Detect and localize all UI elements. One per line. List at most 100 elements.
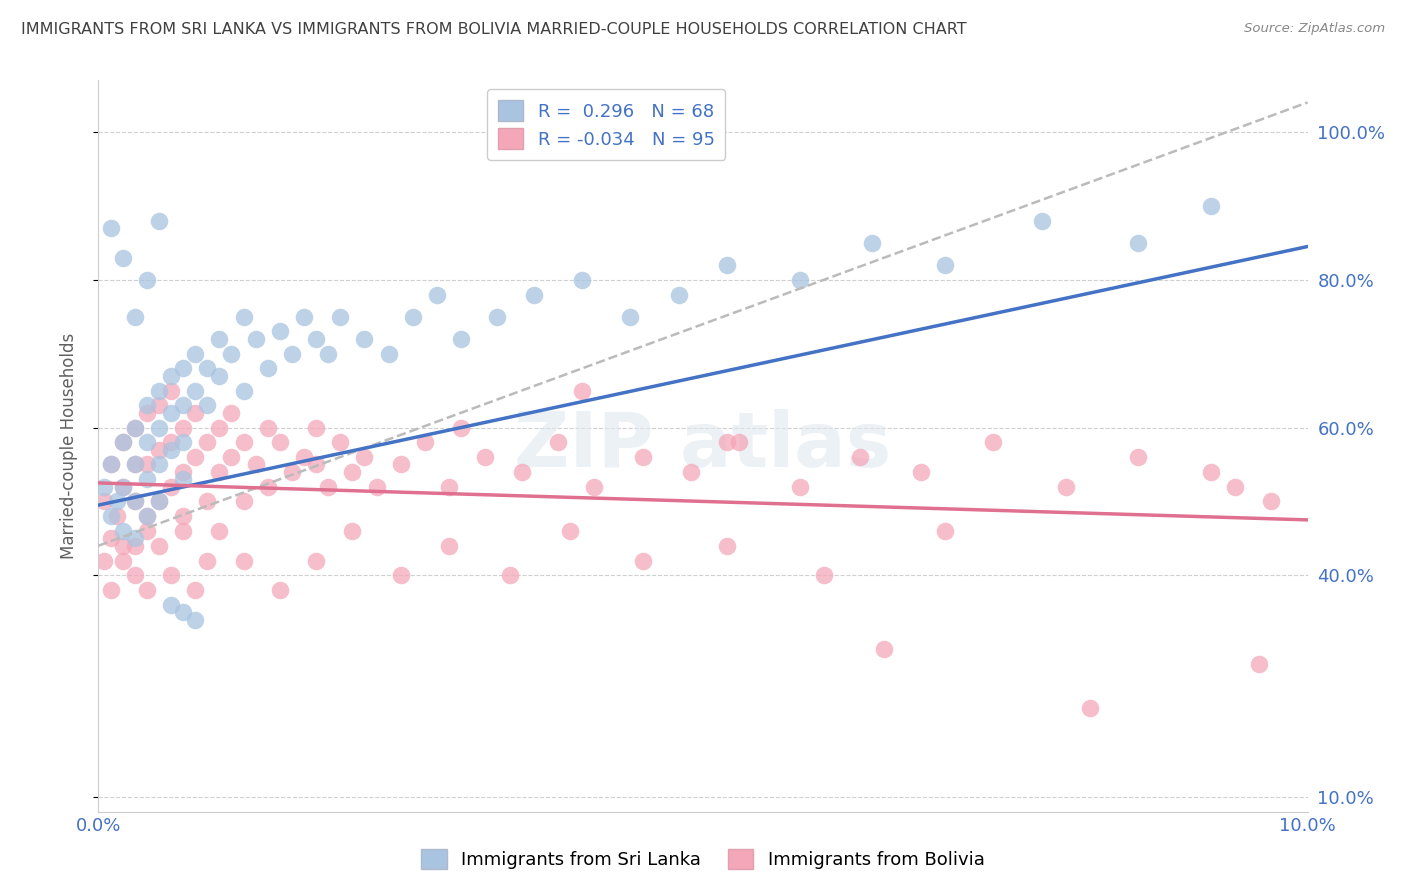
Point: [184, 450, 207, 464]
Point: [1199, 465, 1222, 479]
Point: [124, 310, 146, 324]
Point: [305, 420, 328, 434]
Point: [232, 553, 254, 567]
Point: [981, 435, 1004, 450]
Point: [873, 642, 896, 657]
Point: [389, 458, 412, 472]
Point: [135, 458, 157, 472]
Point: [135, 583, 157, 598]
Point: [437, 539, 460, 553]
Point: [1078, 701, 1101, 715]
Point: [256, 361, 278, 376]
Point: [208, 332, 231, 346]
Point: [934, 524, 956, 538]
Point: [305, 332, 328, 346]
Point: [160, 568, 183, 582]
Point: [221, 450, 243, 464]
Point: [558, 524, 581, 538]
Point: [849, 450, 872, 464]
Point: [256, 480, 278, 494]
Point: [124, 420, 146, 434]
Point: [172, 398, 194, 412]
Point: [160, 406, 183, 420]
Point: [172, 524, 194, 538]
Point: [860, 235, 883, 250]
Point: [353, 332, 375, 346]
Point: [172, 435, 194, 450]
Point: [329, 310, 352, 324]
Point: [105, 494, 128, 508]
Point: [1128, 235, 1150, 250]
Point: [232, 435, 254, 450]
Point: [148, 494, 170, 508]
Point: [256, 420, 278, 434]
Point: [172, 361, 194, 376]
Point: [316, 480, 339, 494]
Point: [583, 480, 606, 494]
Point: [148, 539, 170, 553]
Point: [305, 458, 328, 472]
Point: [135, 273, 157, 287]
Point: [111, 539, 134, 553]
Point: [547, 435, 569, 450]
Point: [184, 583, 207, 598]
Point: [1260, 494, 1282, 508]
Point: [619, 310, 641, 324]
Point: [111, 251, 134, 265]
Point: [1199, 199, 1222, 213]
Point: [184, 384, 207, 398]
Point: [124, 494, 146, 508]
Point: [135, 472, 157, 486]
Point: [195, 361, 218, 376]
Point: [342, 524, 364, 538]
Point: [221, 346, 243, 360]
Point: [305, 553, 328, 567]
Point: [402, 310, 425, 324]
Point: [789, 480, 811, 494]
Y-axis label: Married-couple Households: Married-couple Households: [59, 333, 77, 559]
Point: [124, 494, 146, 508]
Point: [124, 539, 146, 553]
Point: [281, 346, 304, 360]
Point: [716, 435, 738, 450]
Point: [111, 435, 134, 450]
Point: [111, 553, 134, 567]
Point: [716, 258, 738, 272]
Point: [172, 472, 194, 486]
Point: [910, 465, 932, 479]
Point: [160, 368, 183, 383]
Point: [245, 332, 267, 346]
Point: [668, 287, 690, 301]
Point: [124, 420, 146, 434]
Point: [208, 465, 231, 479]
Point: [510, 465, 533, 479]
Point: [135, 435, 157, 450]
Point: [377, 346, 399, 360]
Point: [184, 346, 207, 360]
Point: [172, 509, 194, 524]
Point: [124, 458, 146, 472]
Point: [111, 435, 134, 450]
Point: [111, 480, 134, 494]
Point: [269, 325, 291, 339]
Point: [474, 450, 496, 464]
Point: [1249, 657, 1271, 671]
Point: [245, 458, 267, 472]
Text: IMMIGRANTS FROM SRI LANKA VS IMMIGRANTS FROM BOLIVIA MARRIED-COUPLE HOUSEHOLDS C: IMMIGRANTS FROM SRI LANKA VS IMMIGRANTS …: [21, 22, 967, 37]
Legend: Immigrants from Sri Lanka, Immigrants from Bolivia: Immigrants from Sri Lanka, Immigrants fr…: [412, 839, 994, 879]
Point: [728, 435, 751, 450]
Point: [450, 332, 472, 346]
Point: [389, 568, 412, 582]
Point: [498, 568, 520, 582]
Point: [316, 346, 339, 360]
Point: [232, 310, 254, 324]
Point: [571, 273, 593, 287]
Text: ZIP atlas: ZIP atlas: [515, 409, 891, 483]
Point: [100, 509, 122, 524]
Point: [486, 310, 509, 324]
Point: [135, 509, 157, 524]
Point: [679, 465, 702, 479]
Point: [160, 480, 183, 494]
Point: [124, 532, 146, 546]
Point: [148, 442, 170, 457]
